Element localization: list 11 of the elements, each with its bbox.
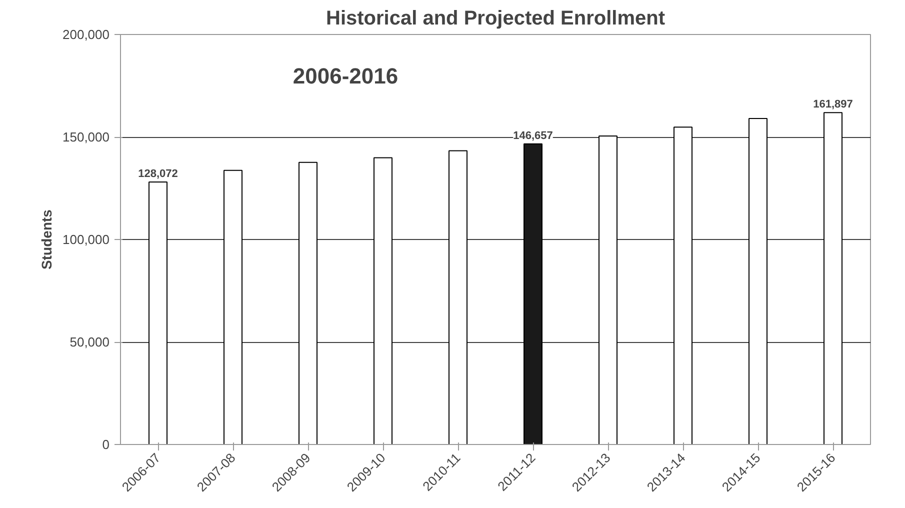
y-tick-label: 0 [102, 437, 110, 452]
data-label: 146,657 [513, 130, 553, 142]
y-tick-label: 100,000 [62, 232, 110, 247]
y-tick-label: 150,000 [62, 130, 110, 144]
data-label: 161,897 [813, 98, 853, 111]
annotation: 2006-2016 [292, 64, 398, 88]
data-label: 128,072 [138, 168, 178, 180]
chart-title: Historical and Projected Enrollment [326, 8, 666, 30]
y-tick-label: 200,000 [62, 27, 110, 42]
y-tick-label: 50,000 [70, 334, 110, 350]
y-axis-title: Students [38, 209, 55, 270]
